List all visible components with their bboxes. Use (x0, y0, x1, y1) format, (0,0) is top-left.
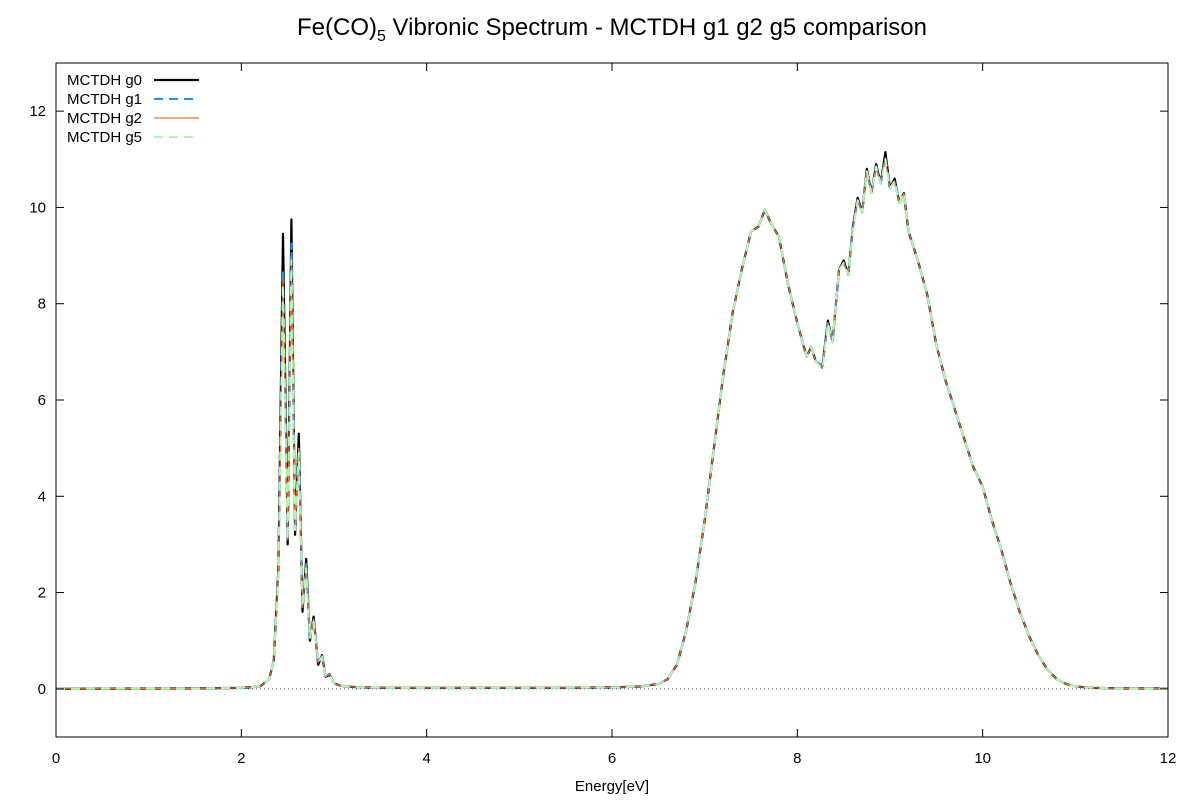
x-axis: 0 2 4 6 8 10 12 (52, 63, 1177, 767)
legend-label: MCTDH g0 (67, 72, 142, 89)
x-tick-label: 12 (1160, 750, 1177, 767)
y-tick-label: 10 (29, 199, 46, 216)
x-tick-label: 4 (422, 750, 430, 767)
legend: MCTDH g0 MCTDH g1 MCTDH g2 MCTDH g5 (67, 72, 199, 146)
series-line-mctdh-g2 (55, 158, 1168, 690)
x-axis-label: Energy[eV] (575, 778, 649, 795)
x-tick-label: 0 (52, 750, 60, 767)
series-line-mctdh-g5 (55, 158, 1168, 690)
legend-label: MCTDH g2 (67, 110, 142, 127)
y-tick-label: 0 (38, 681, 46, 698)
y-tick-label: 6 (38, 392, 46, 409)
y-axis: 0 2 4 6 8 10 12 (29, 103, 1168, 698)
chart-title: Fe(CO)5 Vibronic Spectrum - MCTDH g1 g2 … (297, 14, 927, 45)
x-tick-label: 8 (793, 750, 801, 767)
chart-title-prefix: Fe(CO) (297, 14, 377, 41)
x-tick-label: 10 (974, 750, 991, 767)
y-tick-label: 4 (38, 488, 46, 505)
y-tick-label: 12 (29, 103, 46, 120)
series-group (55, 151, 1168, 691)
legend-label: MCTDH g1 (67, 91, 142, 108)
legend-label: MCTDH g5 (67, 129, 142, 146)
x-tick-label: 6 (608, 750, 616, 767)
series-line-mctdh-g1 (55, 155, 1168, 690)
plot-frame (55, 62, 1169, 738)
x-tick-label: 2 (237, 750, 245, 767)
y-tick-label: 2 (38, 585, 46, 602)
chart-title-subscript: 5 (377, 28, 386, 45)
y-tick-label: 8 (38, 296, 46, 313)
chart-title-suffix: Vibronic Spectrum - MCTDH g1 g2 g5 compa… (386, 14, 927, 41)
series-line-mctdh-g0 (55, 151, 1168, 691)
